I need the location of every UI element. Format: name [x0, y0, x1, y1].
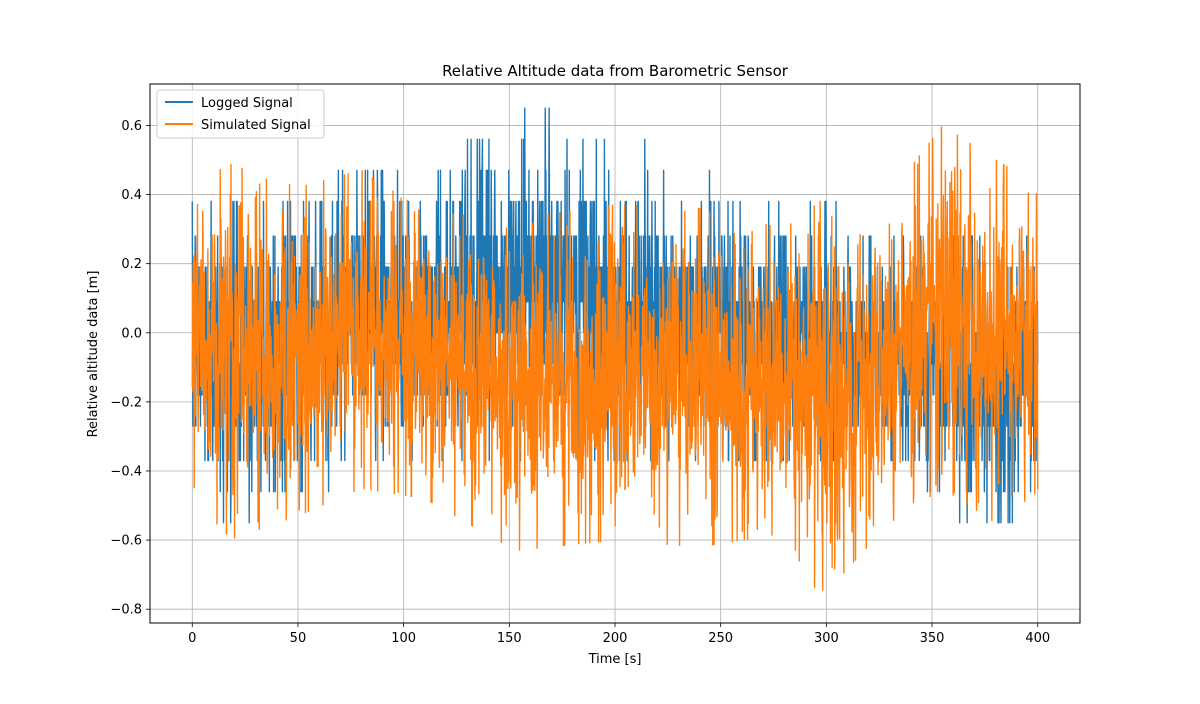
legend-label-logged-signal: Logged Signal	[201, 96, 293, 111]
y-tick-label: 0.6	[121, 119, 142, 134]
x-tick-label: 200	[603, 631, 628, 646]
legend-box	[156, 89, 325, 139]
legend-label-simulated-signal: Simulated Signal	[201, 118, 311, 133]
y-tick-label: −0.4	[110, 464, 142, 479]
x-tick-label: 150	[497, 631, 522, 646]
axis-ticks: 0 50 100 150 200 250 300 350 400 −0.8 −0.6 −0.4 −0.2…	[110, 119, 1050, 646]
x-tick-label: 350	[920, 631, 945, 646]
y-tick-label: −0.2	[110, 395, 142, 410]
x-tick-label: 300	[814, 631, 839, 646]
x-tick-label: 250	[708, 631, 733, 646]
y-tick-label: −0.8	[110, 603, 142, 618]
y-tick-label: −0.6	[110, 534, 142, 549]
series-layer	[191, 107, 1039, 591]
y-tick-label: 0.2	[121, 257, 142, 272]
x-tick-label: 100	[391, 631, 416, 646]
x-tick-label: 50	[290, 631, 307, 646]
x-tick-label: 0	[188, 631, 196, 646]
series-line-simulated-signal	[191, 126, 1039, 591]
chart-title: Relative Altitude data from Barometric S…	[442, 62, 789, 80]
y-tick-label: 0.4	[121, 188, 142, 203]
legend: Logged Signal Simulated Signal	[156, 89, 325, 139]
x-axis-label: Time [s]	[588, 652, 642, 667]
y-tick-label: 0.0	[121, 326, 142, 341]
x-tick-label: 400	[1025, 631, 1050, 646]
y-axis-label: Relative altitude data [m]	[86, 271, 101, 438]
